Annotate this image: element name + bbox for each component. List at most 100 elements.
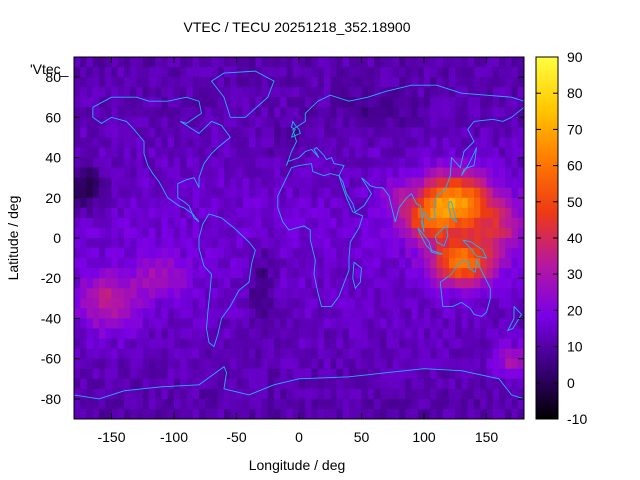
heatmap-cell [242, 117, 250, 128]
heatmap-cell [224, 398, 231, 410]
heatmap-cell [486, 318, 494, 330]
heatmap-cell [124, 77, 131, 88]
heatmap-cell [324, 147, 331, 159]
heatmap-cell [230, 107, 238, 118]
heatmap-cell [411, 318, 419, 330]
heatmap-cell [517, 258, 524, 269]
heatmap-cell [499, 288, 506, 299]
chart-title: VTEC / TECU 20251218_352.18900 [183, 19, 410, 35]
heatmap-cell [305, 238, 313, 249]
heatmap-cell [280, 398, 288, 410]
heatmap-cell [192, 378, 200, 390]
heatmap-cell [349, 298, 356, 309]
heatmap-cell [511, 278, 519, 289]
heatmap-cell [361, 117, 369, 128]
heatmap-cell [461, 338, 469, 350]
heatmap-cell [186, 87, 194, 98]
heatmap-cell [349, 97, 356, 108]
heatmap-cell [199, 177, 206, 189]
heatmap-cell [192, 157, 200, 169]
heatmap-cell [411, 117, 419, 128]
heatmap-cell [224, 167, 231, 179]
heatmap-cell [324, 378, 331, 390]
heatmap-cell [205, 388, 213, 400]
heatmap-cell [161, 157, 169, 169]
heatmap-cell [230, 248, 238, 259]
heatmap-cell [330, 398, 338, 410]
heatmap-cell [486, 157, 494, 169]
heatmap-cell [286, 87, 294, 98]
heatmap-cell [80, 207, 88, 219]
heatmap-cell [342, 67, 350, 78]
heatmap-cell [467, 238, 475, 249]
heatmap-cell [280, 388, 288, 400]
heatmap-cell [505, 368, 513, 380]
heatmap-cell [461, 177, 469, 189]
heatmap-cell [380, 268, 388, 279]
heatmap-cell [399, 278, 406, 289]
heatmap-cell [305, 57, 313, 68]
heatmap-cell [86, 127, 94, 139]
heatmap-cell [380, 398, 388, 410]
heatmap-cell [392, 308, 400, 320]
heatmap-cell [474, 338, 481, 350]
heatmap-cell [349, 67, 356, 78]
heatmap-cell [224, 97, 231, 108]
heatmap-cell [386, 328, 394, 340]
heatmap-cell [292, 67, 300, 78]
heatmap-cell [86, 157, 94, 169]
heatmap-cell [380, 67, 388, 78]
heatmap-cell [186, 358, 194, 370]
heatmap-cell [149, 217, 156, 229]
heatmap-cell [436, 258, 444, 269]
heatmap-cell [355, 137, 363, 149]
heatmap-cell [130, 298, 138, 309]
heatmap-cell [236, 107, 244, 118]
heatmap-cell [492, 328, 500, 340]
heatmap-cell [386, 137, 394, 149]
heatmap-cell [255, 318, 263, 330]
heatmap-cell [417, 217, 425, 229]
y-tick-label: -80 [41, 391, 61, 407]
heatmap-cell [217, 278, 225, 289]
heatmap-cell [480, 258, 488, 269]
heatmap-cell [255, 167, 263, 179]
heatmap-cell [292, 328, 300, 340]
heatmap-cell [355, 358, 363, 370]
heatmap-cell [399, 348, 406, 360]
heatmap-cell [136, 278, 144, 289]
heatmap-cell [405, 167, 413, 179]
heatmap-cell [361, 298, 369, 309]
heatmap-cell [480, 288, 488, 299]
heatmap-cell [330, 288, 338, 299]
heatmap-cell [455, 227, 463, 239]
heatmap-cell [380, 348, 388, 360]
heatmap-cell [349, 368, 356, 380]
heatmap-cell [117, 147, 125, 159]
heatmap-cell [149, 107, 156, 118]
heatmap-cell [417, 167, 425, 179]
heatmap-cell [174, 77, 181, 88]
heatmap-cell [361, 147, 369, 159]
heatmap-cell [367, 298, 375, 309]
heatmap-cell [105, 177, 113, 189]
heatmap-cell [442, 97, 450, 108]
heatmap-cell [461, 368, 469, 380]
heatmap-cell [299, 167, 306, 179]
heatmap-cell [230, 308, 238, 320]
heatmap-cell [180, 67, 188, 78]
heatmap-cell [199, 107, 206, 118]
heatmap-cell [167, 358, 175, 370]
heatmap-cell [255, 187, 263, 199]
heatmap-cell [336, 358, 344, 370]
heatmap-cell [492, 368, 500, 380]
heatmap-cell [155, 338, 163, 350]
heatmap-cell [355, 408, 363, 419]
heatmap-cell [167, 147, 175, 159]
heatmap-cell [267, 408, 275, 419]
heatmap-cell [474, 238, 481, 249]
heatmap-cell [105, 77, 113, 88]
heatmap-cell [430, 177, 438, 189]
heatmap-cell [355, 57, 363, 68]
heatmap-cell [305, 288, 313, 299]
